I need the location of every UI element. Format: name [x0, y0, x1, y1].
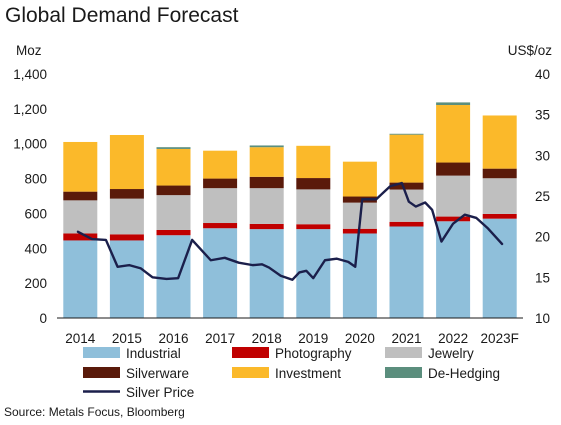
bar-silverware-2016	[156, 185, 191, 196]
legend-label-de-hedging: De-Hedging	[428, 366, 500, 381]
legend-label-silverware: Silverware	[126, 366, 189, 381]
x-tick-label: 2020	[345, 331, 375, 346]
right-axis-label: US$/oz	[508, 43, 553, 58]
bar-de-hedging-2022	[436, 102, 471, 106]
right-tick-label: 30	[535, 148, 550, 163]
bar-industrial-2014	[63, 240, 98, 318]
bar-de-hedging-2018	[249, 145, 284, 148]
left-tick-label: 0	[39, 311, 47, 326]
left-tick-label: 1,200	[13, 102, 47, 117]
bar-industrial-2016	[156, 235, 191, 318]
bar-jewelry-2019	[296, 189, 331, 225]
source-note: Source: Metals Focus, Bloomberg	[4, 405, 185, 419]
x-tick-label: 2019	[298, 331, 328, 346]
left-tick-label: 200	[24, 276, 47, 291]
legend-swatch-industrial	[83, 347, 120, 358]
bar-industrial-2023f	[482, 218, 517, 318]
bar-industrial-2017	[203, 228, 238, 318]
bar-investment-2019	[296, 145, 331, 179]
x-tick-label: 2021	[391, 331, 421, 346]
x-tick-label: 2022	[438, 331, 468, 346]
legend-label-silver-price: Silver Price	[126, 385, 194, 400]
bar-industrial-2019	[296, 229, 331, 318]
bar-silverware-2022	[436, 162, 471, 176]
bar-photography-2016	[156, 229, 191, 236]
left-axis-label: Moz	[16, 43, 42, 58]
bar-industrial-2015	[109, 240, 144, 318]
bar-photography-2022	[436, 216, 471, 222]
right-tick-label: 35	[535, 108, 550, 123]
bar-investment-2020	[342, 161, 377, 197]
price-line-group	[76, 181, 504, 281]
bar-silverware-2014	[63, 191, 98, 201]
bar-jewelry-2015	[109, 198, 144, 235]
bar-investment-2015	[109, 135, 144, 190]
silver-price-line	[76, 181, 504, 281]
bar-photography-2019	[296, 224, 331, 230]
right-tick-label: 10	[535, 311, 550, 326]
bar-investment-2022	[436, 105, 471, 163]
legend-swatch-investment	[232, 367, 269, 378]
axes-group: 0 200 400 600 800 1,000 1,200 1,400 10 15 20 25 30 35…	[13, 67, 550, 346]
x-tick-label: 2016	[158, 331, 188, 346]
bar-silverware-2017	[203, 178, 238, 189]
bar-photography-2017	[203, 223, 238, 229]
left-tick-label: 400	[24, 241, 47, 256]
bar-de-hedging-2021	[389, 133, 424, 135]
bar-investment-2021	[389, 134, 424, 183]
bars-group	[63, 102, 517, 318]
x-tick-label: 2015	[112, 331, 142, 346]
bar-silverware-2020	[342, 196, 377, 203]
bar-jewelry-2014	[63, 200, 98, 234]
right-tick-label: 25	[535, 189, 550, 204]
bar-investment-2017	[203, 150, 238, 179]
legend-swatch-de-hedging	[385, 367, 422, 378]
bar-jewelry-2023f	[482, 178, 517, 214]
bar-investment-2014	[63, 141, 98, 192]
bar-silverware-2021	[389, 182, 424, 190]
legend-swatch-silverware	[83, 367, 120, 378]
x-tick-label: 2014	[65, 331, 96, 346]
bar-investment-2023f	[482, 115, 517, 169]
x-tick-label: 2023F	[481, 331, 519, 346]
legend-label-industrial: Industrial	[126, 346, 181, 361]
bar-industrial-2020	[342, 233, 377, 318]
x-tick-label: 2017	[205, 331, 235, 346]
bar-jewelry-2018	[249, 188, 284, 224]
bar-photography-2021	[389, 221, 424, 227]
legend-swatch-photography	[232, 347, 269, 358]
legend: Industrial Photography Jewelry Silverware In…	[83, 346, 500, 400]
bar-industrial-2021	[389, 226, 424, 318]
bar-silverware-2019	[296, 178, 331, 190]
legend-label-photography: Photography	[275, 346, 352, 361]
bar-photography-2015	[109, 234, 144, 241]
left-tick-label: 1,400	[13, 67, 47, 82]
legend-label-investment: Investment	[275, 366, 341, 381]
left-tick-label: 800	[24, 172, 47, 187]
legend-label-jewelry: Jewelry	[428, 346, 474, 361]
bar-silverware-2015	[109, 189, 144, 199]
right-tick-label: 40	[535, 67, 550, 82]
bar-photography-2014	[63, 233, 98, 241]
chart-title: Global Demand Forecast	[5, 4, 239, 27]
bar-silverware-2023f	[482, 168, 517, 179]
bar-industrial-2022	[436, 221, 471, 318]
bar-investment-2018	[249, 147, 284, 177]
bar-photography-2018	[249, 223, 284, 230]
bar-jewelry-2022	[436, 175, 471, 217]
bar-de-hedging-2016	[156, 147, 191, 149]
right-tick-label: 15	[535, 270, 550, 285]
legend-swatch-jewelry	[385, 347, 422, 358]
bar-jewelry-2017	[203, 188, 238, 224]
right-tick-label: 20	[535, 230, 550, 245]
x-tick-label: 2018	[252, 331, 282, 346]
left-tick-label: 1,000	[13, 137, 47, 152]
left-tick-label: 600	[24, 206, 47, 221]
bar-jewelry-2016	[156, 195, 191, 230]
bar-investment-2016	[156, 148, 191, 186]
bar-silverware-2018	[249, 176, 284, 189]
bar-photography-2023f	[482, 213, 517, 219]
